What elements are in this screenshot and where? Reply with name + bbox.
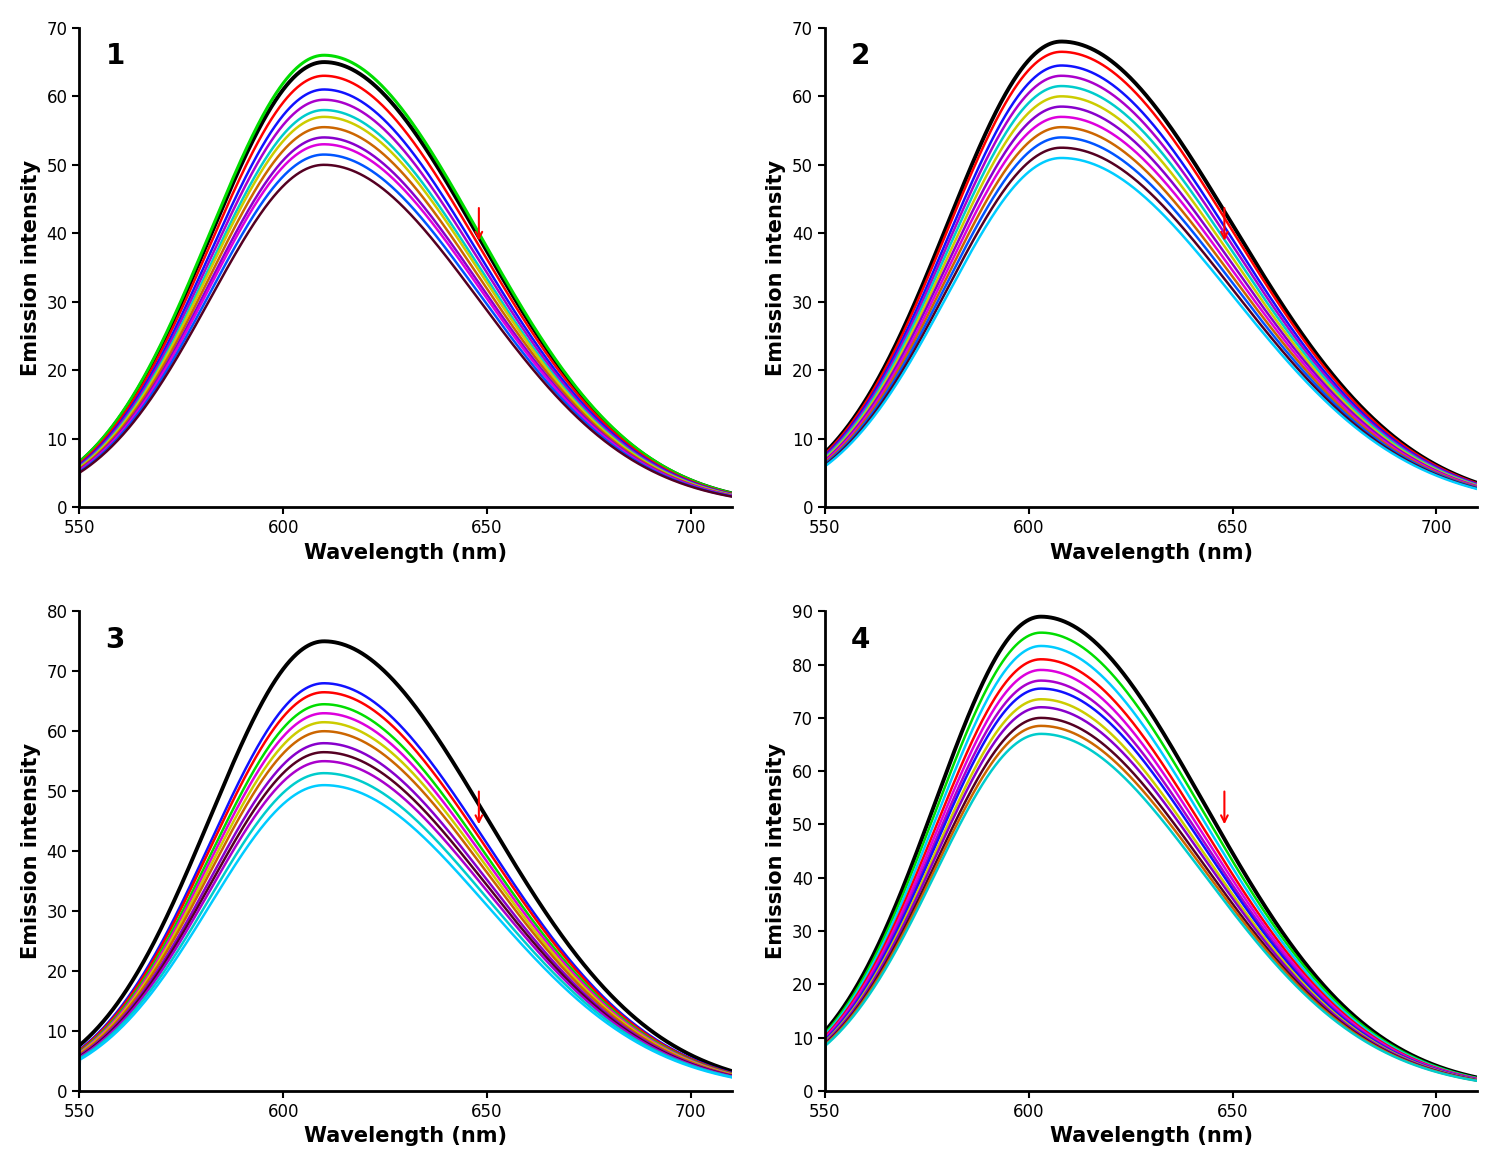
Text: 3: 3	[105, 626, 124, 654]
Y-axis label: Emission intensity: Emission intensity	[21, 160, 40, 376]
Text: 2: 2	[851, 42, 870, 70]
Y-axis label: Emission intensity: Emission intensity	[767, 160, 786, 376]
Y-axis label: Emission intensity: Emission intensity	[767, 743, 786, 959]
Text: 1: 1	[105, 42, 124, 70]
X-axis label: Wavelength (nm): Wavelength (nm)	[1050, 1126, 1252, 1146]
X-axis label: Wavelength (nm): Wavelength (nm)	[1050, 543, 1252, 562]
Text: 4: 4	[851, 626, 870, 654]
Y-axis label: Emission intensity: Emission intensity	[21, 743, 40, 959]
X-axis label: Wavelength (nm): Wavelength (nm)	[304, 543, 506, 562]
X-axis label: Wavelength (nm): Wavelength (nm)	[304, 1126, 506, 1146]
